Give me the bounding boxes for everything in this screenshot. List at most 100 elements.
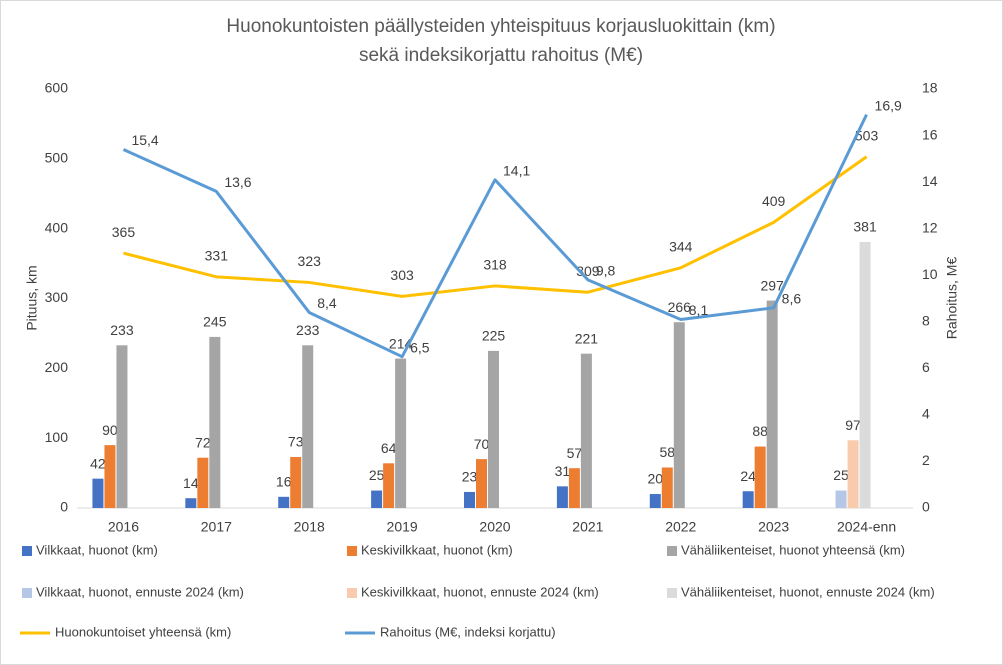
legend-label: Keskivilkkaat, huonot, ennuste 2024 (km) [361,584,599,599]
y2-tick-label: 8 [922,312,930,328]
data-label: 266 [668,299,692,315]
data-label: 24 [740,468,756,484]
y-tick-label: 500 [45,150,69,166]
x-tick-label: 2020 [479,519,510,535]
data-label: 13,6 [224,174,251,190]
data-label: 97 [845,417,861,433]
data-label: 42 [90,455,106,471]
data-label: 57 [567,445,583,461]
legend-label: Vilkkaat, huonot (km) [36,542,158,557]
data-label: 58 [659,444,675,460]
bar [754,446,766,508]
y2-tick-label: 18 [922,80,938,96]
line [123,155,868,298]
x-tick-label: 2024-enn [837,519,896,535]
data-label: 16 [276,474,292,490]
x-tick-label: 2018 [294,519,325,535]
data-label: 381 [853,219,877,235]
data-label: 233 [110,322,134,338]
bar [104,445,116,508]
data-label: 503 [855,127,879,143]
data-label: 72 [195,434,211,450]
bar [302,345,314,508]
bar [556,486,568,508]
chart-title: Huonokuntoisten päällysteiden yhteispitu… [226,16,775,37]
data-label: 20 [647,471,663,487]
bar [847,440,859,508]
x-tick-label: 2017 [201,519,232,535]
y-tick-label: 300 [45,289,69,305]
data-label: 221 [575,330,599,346]
bar [371,490,383,508]
bar [395,358,407,508]
data-label: 365 [112,224,136,240]
x-tick-label: 2019 [387,519,418,535]
data-label: 9,8 [596,263,616,279]
data-label: 6,5 [410,339,430,355]
y-tick-label: 0 [60,499,68,515]
y2-axis-title: Rahoitus, M€ [944,257,960,340]
bar [185,498,197,508]
bar [464,491,475,508]
y2-tick-label: 16 [922,126,938,142]
x-tick-label: 2021 [572,519,603,535]
y2-tick-label: 2 [922,452,930,468]
data-label: 331 [205,248,229,264]
legend-swatch [667,546,677,556]
bar [92,478,104,508]
bar [568,468,580,508]
x-tick-label: 2023 [758,519,789,535]
y2-tick-label: 10 [922,266,938,282]
y2-tick-label: 6 [922,359,930,375]
y-axis-title: Pituus, km [24,265,40,330]
legend-swatch [667,588,677,598]
legend-label: Rahoitus (M€, indeksi korjattu) [380,624,556,639]
legend-swatch [22,588,32,598]
bar [197,457,209,508]
data-label: 245 [203,314,227,330]
data-label: 323 [298,253,322,269]
data-label: 15,4 [131,132,158,148]
y2-tick-label: 14 [922,173,938,189]
data-label: 64 [381,440,397,456]
y2-tick-label: 0 [922,499,930,515]
legend-swatch [22,546,32,556]
legend-label: Keskivilkkaat, huonot (km) [361,542,513,557]
bar [649,494,661,508]
x-tick-label: 2016 [108,519,139,535]
bar [835,490,847,508]
x-tick-label: 2022 [665,519,696,535]
data-label: 297 [760,277,784,293]
bar [661,467,673,508]
legend-label: Huonokuntoiset yhteensä (km) [55,624,231,639]
data-label: 14 [183,475,199,491]
data-label: 25 [833,467,849,483]
y2-tick-label: 12 [922,219,938,235]
chart-title: sekä indeksikorjattu rahoitus (M€) [359,45,643,66]
data-label: 344 [669,238,693,254]
data-label: 318 [483,257,507,273]
data-label: 16,9 [875,97,902,113]
data-label: 409 [762,193,786,209]
bar [476,459,487,508]
data-label: 225 [482,328,506,344]
bar [290,457,302,508]
bar [766,300,778,508]
line [122,113,868,359]
data-label: 73 [288,434,304,450]
data-label: 303 [390,267,414,283]
legend-swatch [347,588,357,598]
legend-label: Vähäliikenteiset, huonot, ennuste 2024 (… [681,584,935,599]
data-label: 8,1 [689,302,709,318]
legend-label: Vähäliikenteiset, huonot yhteensä (km) [681,542,905,557]
y-tick-label: 400 [45,219,69,235]
legend-swatch [347,546,357,556]
bar [488,350,499,508]
data-label: 31 [555,463,571,479]
y-tick-label: 200 [45,359,69,375]
bar [580,353,592,508]
data-label: 8,6 [782,291,802,307]
bar [742,491,754,508]
y-tick-label: 600 [45,80,69,96]
